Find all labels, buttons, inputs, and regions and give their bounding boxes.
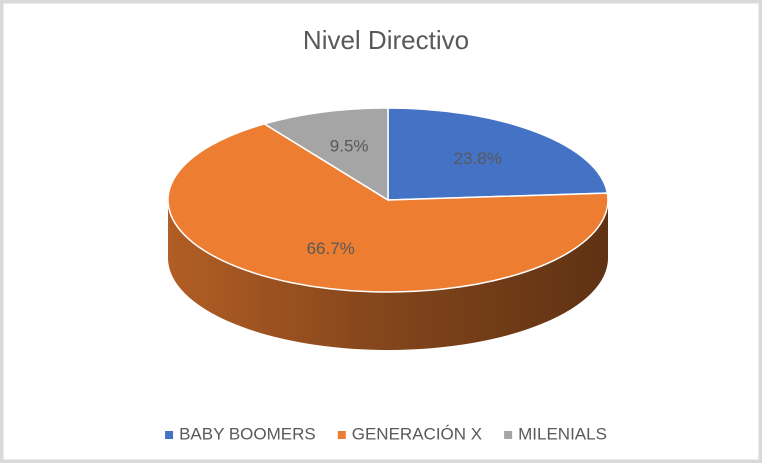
legend-label: BABY BOOMERS [179,424,316,443]
slice [262,107,389,202]
data-label: 9.5% [330,137,369,156]
slice-side-shade [168,200,608,350]
data-label: 66.7% [307,239,355,258]
slice [167,123,609,293]
legend-marker [337,431,346,439]
legend-label: MILENIALS [518,424,607,443]
legend-label: GENERACIÓN X [352,424,482,443]
data-label: 23.8% [454,149,502,168]
legend-marker [504,431,513,439]
legend-marker [165,431,174,439]
slice [387,107,609,201]
chart-title: Nivel Directivo [303,25,469,55]
